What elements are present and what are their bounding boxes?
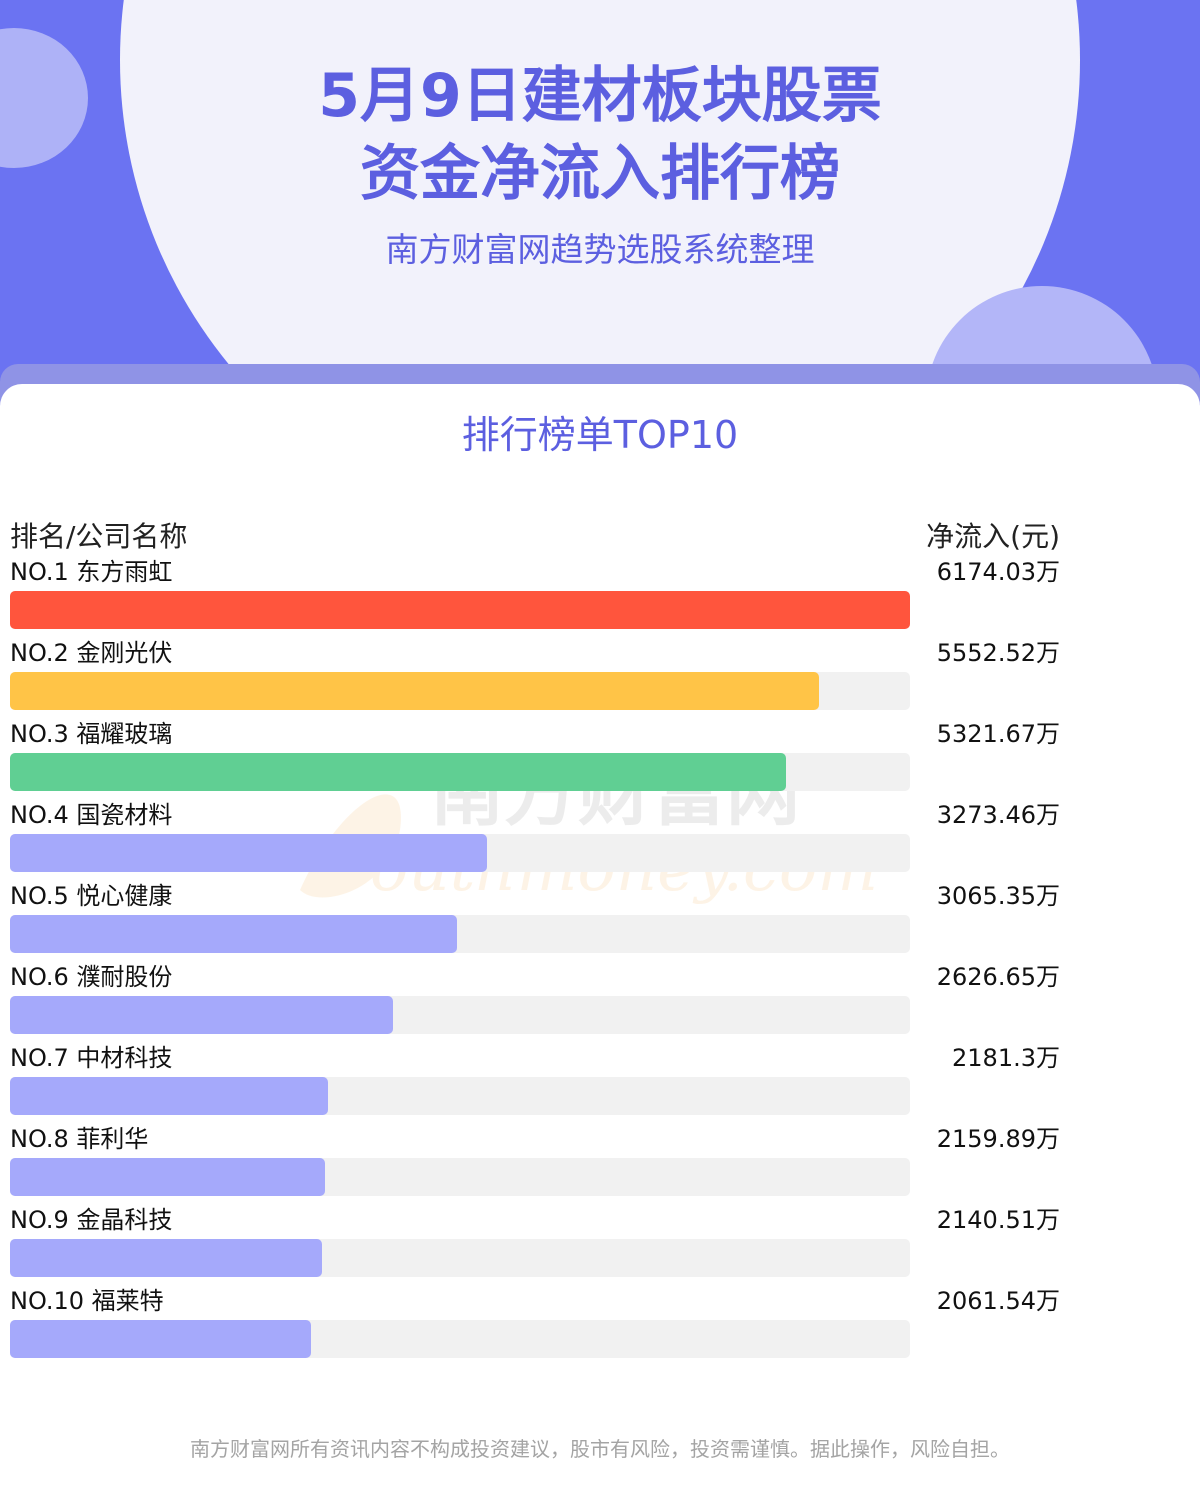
bar-track-1	[10, 591, 910, 629]
bar-track-5	[10, 915, 910, 953]
row-label-5: NO.5 悦心健康	[10, 882, 173, 910]
card-title: 排行榜单TOP10	[461, 413, 739, 457]
row-label-7: NO.7 中材科技	[10, 1044, 173, 1072]
bar-4	[10, 834, 487, 872]
bar-10	[10, 1320, 311, 1358]
row-label-2: NO.2 金刚光伏	[10, 639, 173, 667]
header-banner	[0, 0, 1200, 420]
bar-track-2	[10, 672, 910, 710]
page-title-line1: 5月9日建材板块股票	[318, 61, 882, 131]
row-label-8: NO.8 菲利华	[10, 1125, 149, 1153]
bar-7	[10, 1077, 328, 1115]
column-header-name: 排名/公司名称	[10, 520, 188, 553]
bar-track-9	[10, 1239, 910, 1277]
bar-6	[10, 996, 393, 1034]
row-value-10: 2061.54万	[936, 1287, 1060, 1315]
row-value-3: 5321.67万	[936, 720, 1060, 748]
row-label-9: NO.9 金晶科技	[10, 1206, 173, 1234]
row-label-3: NO.3 福耀玻璃	[10, 720, 173, 748]
bar-track-7	[10, 1077, 910, 1115]
row-value-7: 2181.3万	[952, 1044, 1060, 1072]
row-label-1: NO.1 东方雨虹	[10, 558, 173, 586]
bar-1	[10, 591, 910, 629]
bar-2	[10, 672, 819, 710]
bar-track-8	[10, 1158, 910, 1196]
bar-track-3	[10, 753, 910, 791]
row-value-1: 6174.03万	[936, 558, 1060, 586]
header-disc	[120, 0, 1080, 420]
row-value-6: 2626.65万	[936, 963, 1060, 991]
bar-9	[10, 1239, 322, 1277]
row-value-2: 5552.52万	[936, 639, 1060, 667]
bar-track-10	[10, 1320, 910, 1358]
row-value-9: 2140.51万	[936, 1206, 1060, 1234]
bar-track-6	[10, 996, 910, 1034]
row-value-8: 2159.89万	[936, 1125, 1060, 1153]
row-value-4: 3273.46万	[936, 801, 1060, 829]
bar-3	[10, 753, 786, 791]
column-header-value: 净流入(元)	[926, 520, 1060, 553]
bar-5	[10, 915, 457, 953]
row-value-5: 3065.35万	[936, 882, 1060, 910]
footer-disclaimer: 南方财富网所有资讯内容不构成投资建议，股市有风险，投资需谨慎。据此操作，风险自担…	[190, 1437, 1010, 1461]
row-label-10: NO.10 福莱特	[10, 1287, 164, 1315]
row-label-4: NO.4 国瓷材料	[10, 801, 173, 829]
bar-track-4	[10, 834, 910, 872]
page-subtitle: 南方财富网趋势选股系统整理	[385, 230, 815, 269]
page-title-line2: 资金净流入排行榜	[360, 139, 840, 209]
bar-8	[10, 1158, 325, 1196]
row-label-6: NO.6 濮耐股份	[10, 963, 173, 991]
